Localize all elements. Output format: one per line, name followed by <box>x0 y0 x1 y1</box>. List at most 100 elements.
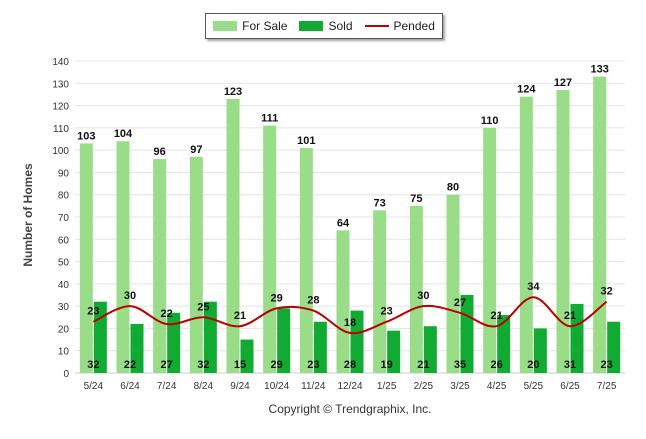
bar-sold <box>497 315 511 373</box>
x-tick-label: 6/25 <box>560 381 580 392</box>
data-label-sold: 26 <box>491 359 503 371</box>
data-label-sold: 20 <box>527 359 539 371</box>
bar-for-sale <box>263 125 277 373</box>
data-label-for-sale: 73 <box>374 197 386 209</box>
data-label-pended: 22 <box>161 308 173 320</box>
data-label-sold: 22 <box>124 359 136 371</box>
data-label-sold: 21 <box>417 359 429 371</box>
data-label-for-sale: 104 <box>114 128 133 140</box>
bar-sold <box>350 310 364 373</box>
data-label-sold: 31 <box>564 359 576 371</box>
bar-for-sale <box>556 89 570 373</box>
x-tick-label: 7/25 <box>597 381 617 392</box>
bar-for-sale <box>336 230 350 373</box>
x-tick-label: 5/25 <box>524 381 544 392</box>
data-label-pended: 21 <box>491 310 503 322</box>
legend-swatch-for-sale <box>213 21 238 31</box>
legend-item-pended: Pended <box>364 19 435 33</box>
data-label-for-sale: 133 <box>590 64 608 76</box>
data-label-for-sale: 124 <box>517 84 536 96</box>
data-label-sold: 28 <box>344 359 356 371</box>
bar-for-sale <box>593 76 607 373</box>
y-tick-label: 0 <box>63 369 69 380</box>
x-tick-label: 9/24 <box>230 381 250 392</box>
bar-for-sale <box>116 141 130 373</box>
legend-item-sold: Sold <box>299 19 353 33</box>
y-tick-label: 110 <box>53 124 69 135</box>
bar-sold <box>313 321 327 373</box>
data-label-sold: 32 <box>87 359 99 371</box>
bar-sold <box>167 312 181 373</box>
legend-swatch-sold <box>299 21 324 31</box>
y-axis-label: Number of Homes <box>21 163 35 267</box>
bar-sold <box>277 308 291 373</box>
data-label-sold: 15 <box>234 359 246 371</box>
y-tick-label: 100 <box>52 146 69 157</box>
data-label-pended: 18 <box>344 317 356 329</box>
legend-label-sold: Sold <box>328 19 353 33</box>
data-label-for-sale: 101 <box>297 135 315 147</box>
y-tick-label: 20 <box>58 324 70 335</box>
y-tick-label: 130 <box>52 79 69 90</box>
data-label-for-sale: 123 <box>224 86 242 98</box>
y-tick-label: 60 <box>58 235 70 246</box>
data-label-pended: 21 <box>234 310 246 322</box>
data-label-sold: 29 <box>271 359 283 371</box>
bar-for-sale <box>226 98 240 373</box>
data-label-for-sale: 111 <box>261 113 278 125</box>
x-tick-label: 7/24 <box>157 381 177 392</box>
data-label-for-sale: 64 <box>337 217 350 229</box>
bar-for-sale <box>153 159 167 373</box>
y-tick-label: 120 <box>52 102 69 113</box>
legend-swatch-pended <box>364 25 389 27</box>
bar-for-sale <box>409 205 423 373</box>
y-tick-label: 10 <box>58 347 70 358</box>
pended-line <box>92 296 608 335</box>
copyright-text: Copyright © Trendgraphix, Inc. <box>268 402 432 416</box>
data-label-pended: 23 <box>381 306 393 318</box>
x-tick-label: 2/25 <box>414 381 434 392</box>
x-tick-label: 5/24 <box>84 381 104 392</box>
bar-for-sale <box>189 156 203 373</box>
bar-for-sale <box>373 210 387 373</box>
data-label-sold: 27 <box>161 359 173 371</box>
data-label-sold: 35 <box>454 359 466 371</box>
data-label-pended: 30 <box>124 290 136 302</box>
data-label-pended: 28 <box>307 295 319 307</box>
data-label-for-sale: 97 <box>190 144 202 156</box>
y-tick-label: 70 <box>58 213 70 224</box>
legend: For Sale Sold Pended <box>205 13 443 39</box>
data-label-for-sale: 80 <box>447 182 459 194</box>
legend-label-pended: Pended <box>393 19 435 33</box>
legend-item-for-sale: For Sale <box>213 19 287 33</box>
bar-for-sale <box>299 147 313 373</box>
bar-sold <box>130 323 144 373</box>
x-tick-label: 6/24 <box>120 381 140 392</box>
bar-sold <box>570 303 584 373</box>
bar-for-sale <box>446 194 460 373</box>
data-label-sold: 23 <box>601 359 613 371</box>
bar-sold <box>387 330 401 373</box>
data-label-pended: 32 <box>601 286 613 298</box>
data-label-sold: 23 <box>307 359 319 371</box>
y-tick-label: 80 <box>58 191 70 202</box>
y-tick-label: 90 <box>58 168 70 179</box>
x-tick-label: 10/24 <box>264 381 289 392</box>
x-tick-label: 3/25 <box>450 381 470 392</box>
y-tick-label: 30 <box>58 302 70 313</box>
x-tick-label: 8/24 <box>194 381 214 392</box>
bar-sold <box>607 321 621 373</box>
x-tick-label: 1/25 <box>377 381 397 392</box>
data-label-pended: 21 <box>564 310 576 322</box>
data-label-pended: 25 <box>197 301 209 313</box>
bar-for-sale <box>483 127 497 373</box>
y-tick-label: 50 <box>58 258 70 269</box>
data-label-pended: 34 <box>527 281 540 293</box>
bar-sold <box>423 326 437 373</box>
y-tick-label: 40 <box>58 280 70 291</box>
data-label-pended: 29 <box>271 292 283 304</box>
data-label-for-sale: 110 <box>481 115 499 127</box>
y-tick-label: 140 <box>52 57 69 68</box>
bar-sold <box>240 339 254 373</box>
